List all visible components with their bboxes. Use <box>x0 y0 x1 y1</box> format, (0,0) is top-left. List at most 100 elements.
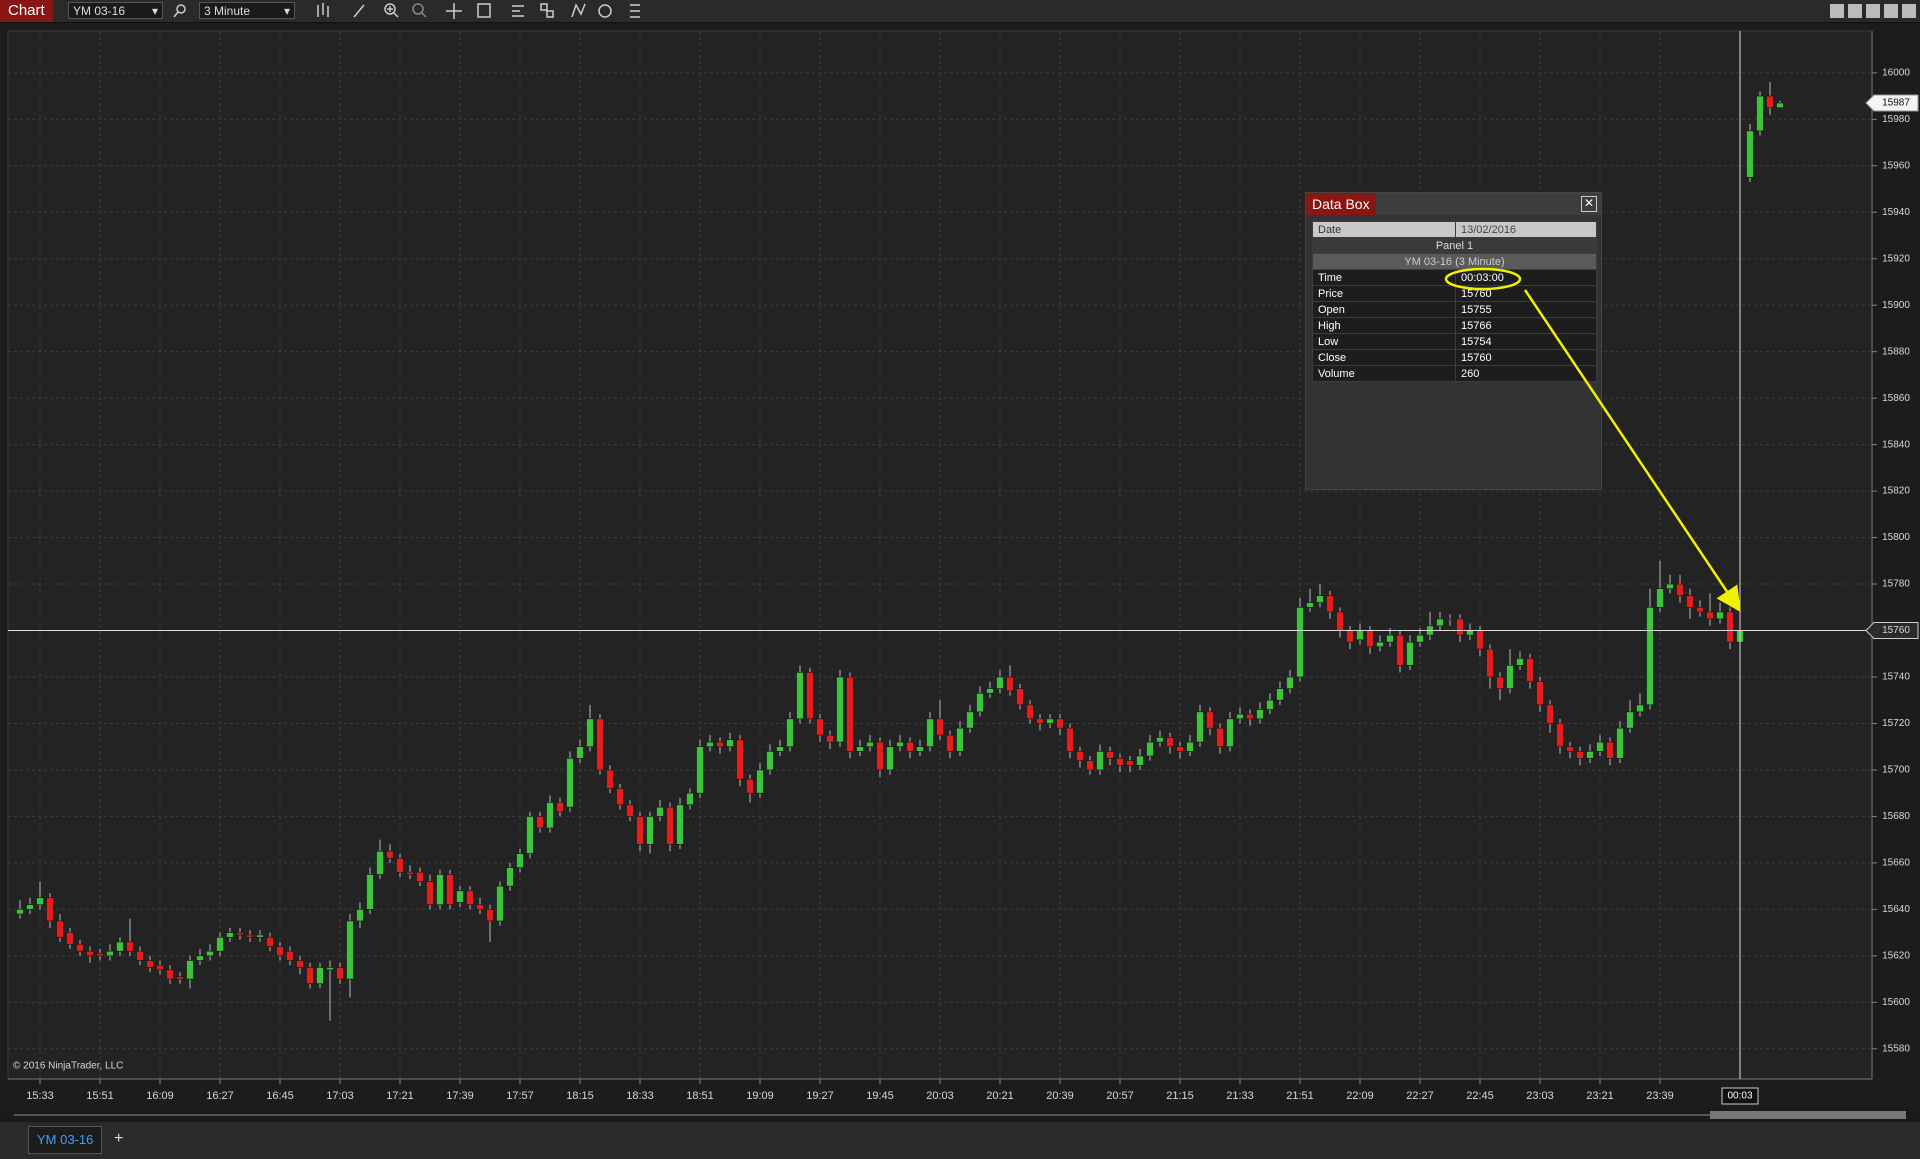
last-price-label: 15987 <box>1882 98 1910 109</box>
candle-body <box>116 941 124 952</box>
close-button[interactable]: ✕ <box>1581 196 1597 212</box>
tab-bar: YM 03-16 + <box>0 1122 1920 1159</box>
candle-body <box>1206 711 1214 729</box>
candle-body <box>286 950 294 961</box>
x-tick-label: 17:21 <box>386 1090 414 1102</box>
data-label: Close <box>1312 349 1456 366</box>
candle-body <box>1646 606 1654 706</box>
candle-body <box>996 676 1004 689</box>
candle-body <box>586 718 594 748</box>
add-tab[interactable]: + <box>114 1130 124 1147</box>
candle-body <box>1716 611 1724 620</box>
data-row: Close 15760 <box>1312 349 1597 366</box>
data-label: Low <box>1312 333 1456 350</box>
candle-body <box>1066 727 1074 752</box>
x-tick-label: 17:57 <box>506 1090 534 1102</box>
y-tick-label: 15740 <box>1882 672 1910 683</box>
candle-body <box>1236 713 1244 720</box>
candle-body <box>526 816 534 854</box>
candle-body <box>656 806 664 817</box>
candle-body <box>596 718 604 771</box>
y-tick-label: 15720 <box>1882 718 1910 729</box>
data-label: Open <box>1312 301 1456 318</box>
x-tick-label: 17:39 <box>446 1090 474 1102</box>
candle-body <box>1636 704 1644 713</box>
candle-body <box>1456 618 1464 636</box>
x-tick-label: 19:09 <box>746 1090 774 1102</box>
candle-body <box>686 792 694 806</box>
y-tick-label: 15840 <box>1882 439 1910 450</box>
data-box[interactable]: Data Box ✕ Date 13/02/2016 Panel 1 YM 03-… <box>1305 192 1602 490</box>
candle-body <box>256 934 264 938</box>
x-tick-label: 22:45 <box>1466 1090 1494 1102</box>
candle-body <box>536 816 544 829</box>
candle-body <box>1336 611 1344 631</box>
data-row: Low 15754 <box>1312 333 1597 350</box>
date-label: Date <box>1312 221 1456 238</box>
candle-body <box>336 967 344 980</box>
scroll-thumb[interactable] <box>1710 1111 1906 1119</box>
interval-select[interactable]: 3 Minute ▾ <box>199 2 295 19</box>
candle-body <box>296 960 304 968</box>
candle-body <box>16 909 24 915</box>
candle-body <box>1746 130 1754 178</box>
candle-body <box>786 718 794 748</box>
y-tick-label: 15800 <box>1882 532 1910 543</box>
candle-body <box>916 746 924 752</box>
instrument-tab[interactable]: YM 03-16 <box>28 1126 103 1154</box>
candle-body <box>436 874 444 906</box>
candle-body <box>1376 641 1384 648</box>
last-price-box <box>1865 94 1919 112</box>
data-value: 15754 <box>1455 333 1597 350</box>
y-tick-label: 15960 <box>1882 160 1910 171</box>
candle-body <box>696 746 704 794</box>
candle-body <box>1506 665 1514 689</box>
y-tick-label: 15620 <box>1882 950 1910 961</box>
candle-body <box>456 890 464 903</box>
instrument-select[interactable]: YM 03-16 ▾ <box>68 2 163 19</box>
date-value: 13/02/2016 <box>1455 221 1597 238</box>
x-tick-label: 21:51 <box>1286 1090 1314 1102</box>
data-label: Price <box>1312 285 1456 302</box>
y-tick-label: 15600 <box>1882 997 1910 1008</box>
x-tick-label: 22:27 <box>1406 1090 1434 1102</box>
scrollbar[interactable] <box>0 1108 1920 1122</box>
candle-body <box>1166 737 1174 748</box>
scroll-track <box>14 1114 1906 1116</box>
candle-body <box>1266 699 1274 710</box>
candle-body <box>1756 95 1764 132</box>
candle-body <box>766 751 774 771</box>
candle-body <box>836 676 844 743</box>
data-row: High 15766 <box>1312 317 1597 334</box>
chart-tab[interactable]: Chart <box>0 0 53 22</box>
crosshair-price-box <box>1865 622 1919 640</box>
candle-body <box>966 711 974 729</box>
y-tick-label: 15780 <box>1882 579 1910 590</box>
candle-body <box>1106 751 1114 759</box>
candle-body <box>746 778 754 794</box>
candle-body <box>266 936 274 947</box>
candle-body <box>76 943 84 952</box>
candle-body <box>1466 630 1474 636</box>
candle-body <box>1026 704 1034 720</box>
candle-body <box>126 941 134 952</box>
y-tick-label: 15860 <box>1882 393 1910 404</box>
candle-body <box>1536 681 1544 706</box>
data-value: 00:03:00 <box>1455 269 1597 286</box>
candle-body <box>376 850 384 875</box>
candle-body <box>466 890 474 906</box>
candle-body <box>1696 606 1704 613</box>
y-tick-label: 15680 <box>1882 811 1910 822</box>
candle-body <box>1176 746 1184 752</box>
candle-body <box>476 904 484 910</box>
candle-body <box>936 718 944 736</box>
candle-body <box>396 857 404 873</box>
candle-body <box>86 950 94 957</box>
candle-body <box>1076 751 1084 761</box>
crosshair-time-label: 00:03 <box>1727 1091 1752 1102</box>
data-label: Volume <box>1312 365 1456 382</box>
candle-body <box>796 672 804 720</box>
candle-body <box>1446 618 1454 621</box>
candle-body <box>726 739 734 748</box>
